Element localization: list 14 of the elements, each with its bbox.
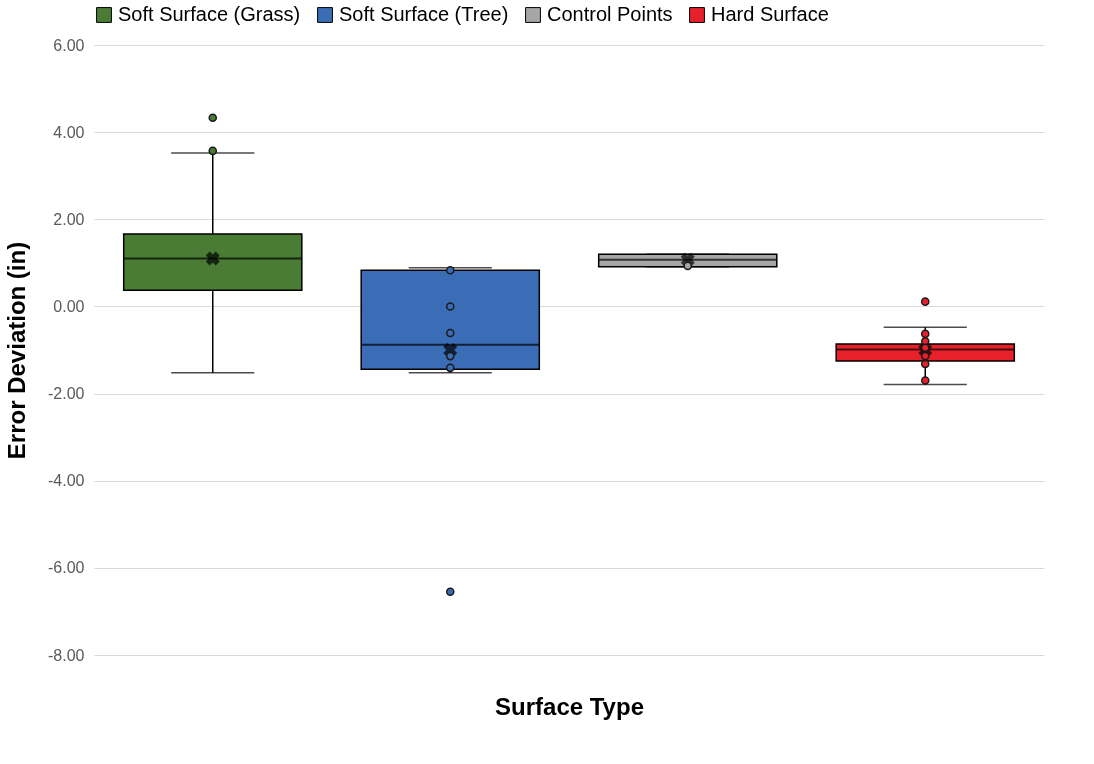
y-tick-label: -4.00 xyxy=(48,472,85,490)
y-tick-label: 2.00 xyxy=(53,210,85,228)
legend-label: Soft Surface (Grass) xyxy=(118,3,301,25)
y-tick-label: 6.00 xyxy=(53,36,85,54)
x-axis-title: Surface Type xyxy=(495,692,644,720)
y-tick-label: -2.00 xyxy=(48,385,85,403)
legend-label: Soft Surface (Tree) xyxy=(339,3,509,25)
y-tick-label: 4.00 xyxy=(53,123,85,141)
legend-label: Hard Surface xyxy=(711,3,829,25)
y-tick-label: -6.00 xyxy=(48,559,85,577)
y-axis-title: Error Deviation (in) xyxy=(3,241,31,460)
y-tick-label: 0.00 xyxy=(53,297,85,315)
y-tick-label: -8.00 xyxy=(48,646,85,664)
legend-label: Control Points xyxy=(547,3,673,25)
